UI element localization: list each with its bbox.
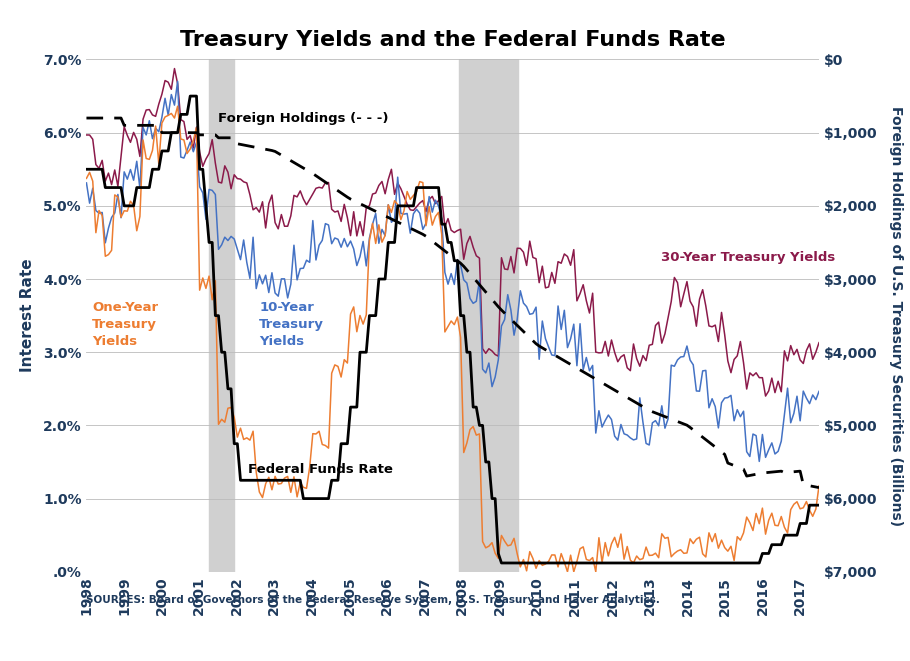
Bar bbox=[460, 59, 519, 572]
Text: S: S bbox=[187, 635, 203, 648]
Text: of: of bbox=[167, 635, 181, 648]
Y-axis label: Interest Rate: Interest Rate bbox=[20, 259, 35, 372]
Text: One-Year
Treasury
Yields: One-Year Treasury Yields bbox=[92, 301, 158, 348]
Text: eserve: eserve bbox=[81, 635, 136, 648]
Text: Foreign Holdings (- - -): Foreign Holdings (- - -) bbox=[217, 112, 389, 125]
Text: ank: ank bbox=[138, 635, 171, 648]
Text: B: B bbox=[132, 635, 145, 648]
Text: SOURCES: Board of Governors of the Federal Reserve System, U.S. Treasury and Hav: SOURCES: Board of Governors of the Feder… bbox=[86, 594, 661, 605]
Bar bbox=[208, 59, 234, 572]
Y-axis label: Foreign Holdings of U.S. Treasury Securities (Billions): Foreign Holdings of U.S. Treasury Securi… bbox=[888, 106, 903, 525]
Title: Treasury Yields and the Federal Funds Rate: Treasury Yields and the Federal Funds Ra… bbox=[180, 30, 725, 50]
Text: R: R bbox=[75, 635, 87, 648]
Text: F: F bbox=[16, 635, 27, 648]
Text: Federal Funds Rate: Federal Funds Rate bbox=[248, 463, 393, 476]
Text: ouis: ouis bbox=[217, 635, 249, 648]
Text: t.: t. bbox=[196, 635, 211, 648]
Text: ederal: ederal bbox=[23, 635, 76, 648]
Text: 10-Year
Treasury
Yields: 10-Year Treasury Yields bbox=[259, 301, 324, 348]
Text: 30-Year Treasury Yields: 30-Year Treasury Yields bbox=[662, 251, 835, 264]
Text: L: L bbox=[211, 635, 222, 648]
